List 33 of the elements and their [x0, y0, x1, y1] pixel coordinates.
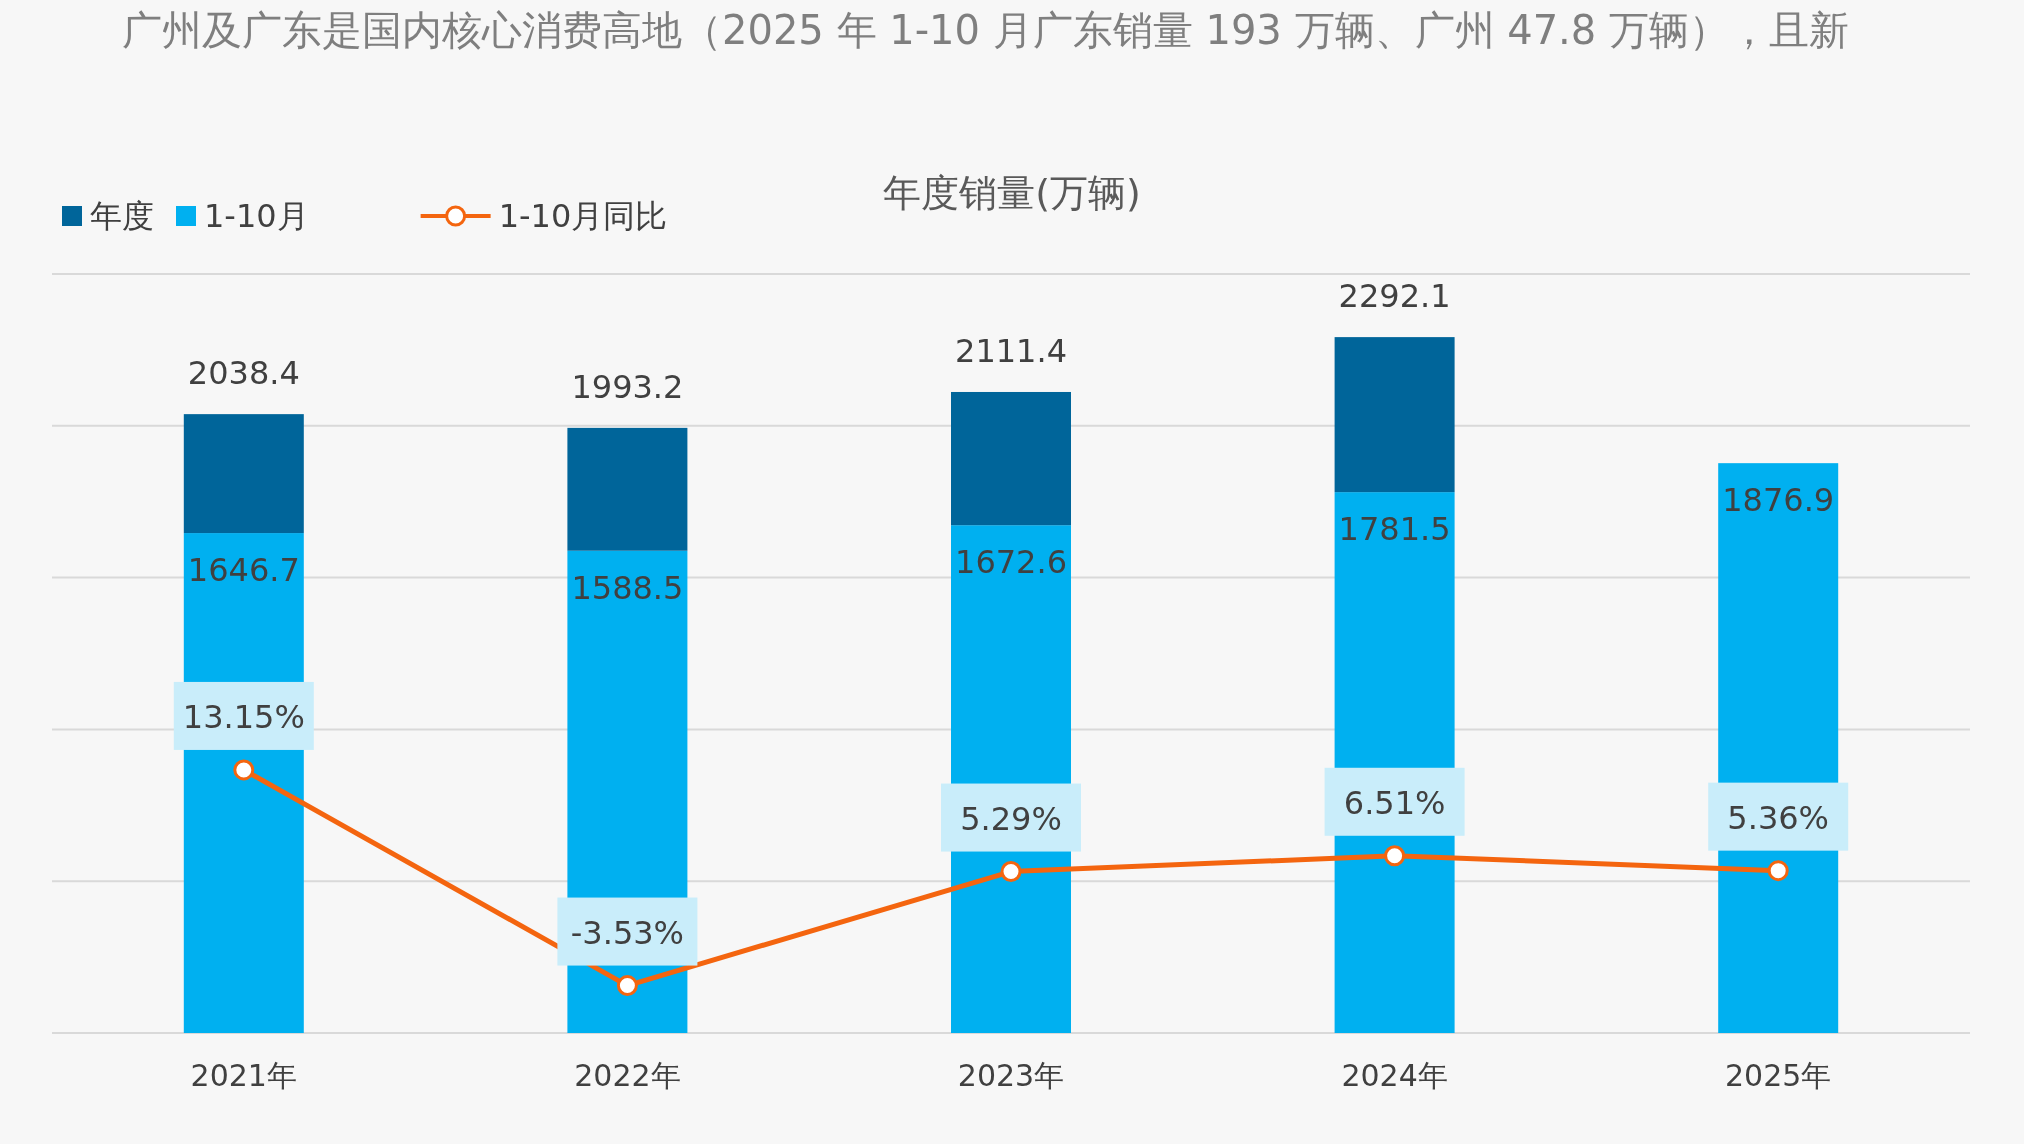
total-label: 2292.1 [1338, 277, 1451, 316]
bar [951, 391, 1071, 526]
chart-title: 年度销量(万辆) [883, 171, 1141, 215]
total-label: 1993.2 [571, 367, 684, 406]
data-label: 5.36% [1727, 798, 1830, 837]
legend-label: 1-10月 [204, 197, 309, 235]
x-tick-label: 2025年 [1725, 1058, 1832, 1093]
x-tick-label: 2023年 [957, 1058, 1065, 1093]
point [1767, 860, 1789, 882]
bar [183, 414, 304, 534]
x-tick-label: 2022年 [574, 1058, 681, 1093]
total-label: 2111.4 [955, 331, 1067, 370]
data-label: 1588.5 [571, 568, 684, 607]
data-label: 1781.5 [1338, 510, 1451, 549]
legend-label: 1-10月同比 [498, 197, 668, 235]
total-label: 2038.4 [187, 354, 300, 393]
point [1384, 845, 1406, 867]
point [1000, 861, 1022, 883]
x-tick-label: 2024年 [1341, 1058, 1448, 1093]
legend-label: 年度 [90, 197, 154, 235]
data-label: 1876.9 [1722, 481, 1835, 520]
x-tick-label: 2021年 [190, 1058, 297, 1093]
data-label: -3.53% [570, 913, 684, 952]
data-label: 1646.7 [187, 551, 300, 590]
point [616, 975, 638, 997]
chart-subtitle: 广州及广东是国内核心消费高地（2025 年 1-10 月广东销量 193 万辆、广州 47.8 万辆），且新 [122, 7, 1849, 53]
data-label: 5.29% [960, 799, 1062, 838]
data-label: 6.51% [1343, 783, 1446, 822]
data-label: 1672.6 [955, 543, 1067, 582]
bar [1334, 337, 1455, 493]
point [233, 759, 255, 781]
data-label: 13.15% [182, 697, 305, 736]
bar [567, 427, 688, 551]
